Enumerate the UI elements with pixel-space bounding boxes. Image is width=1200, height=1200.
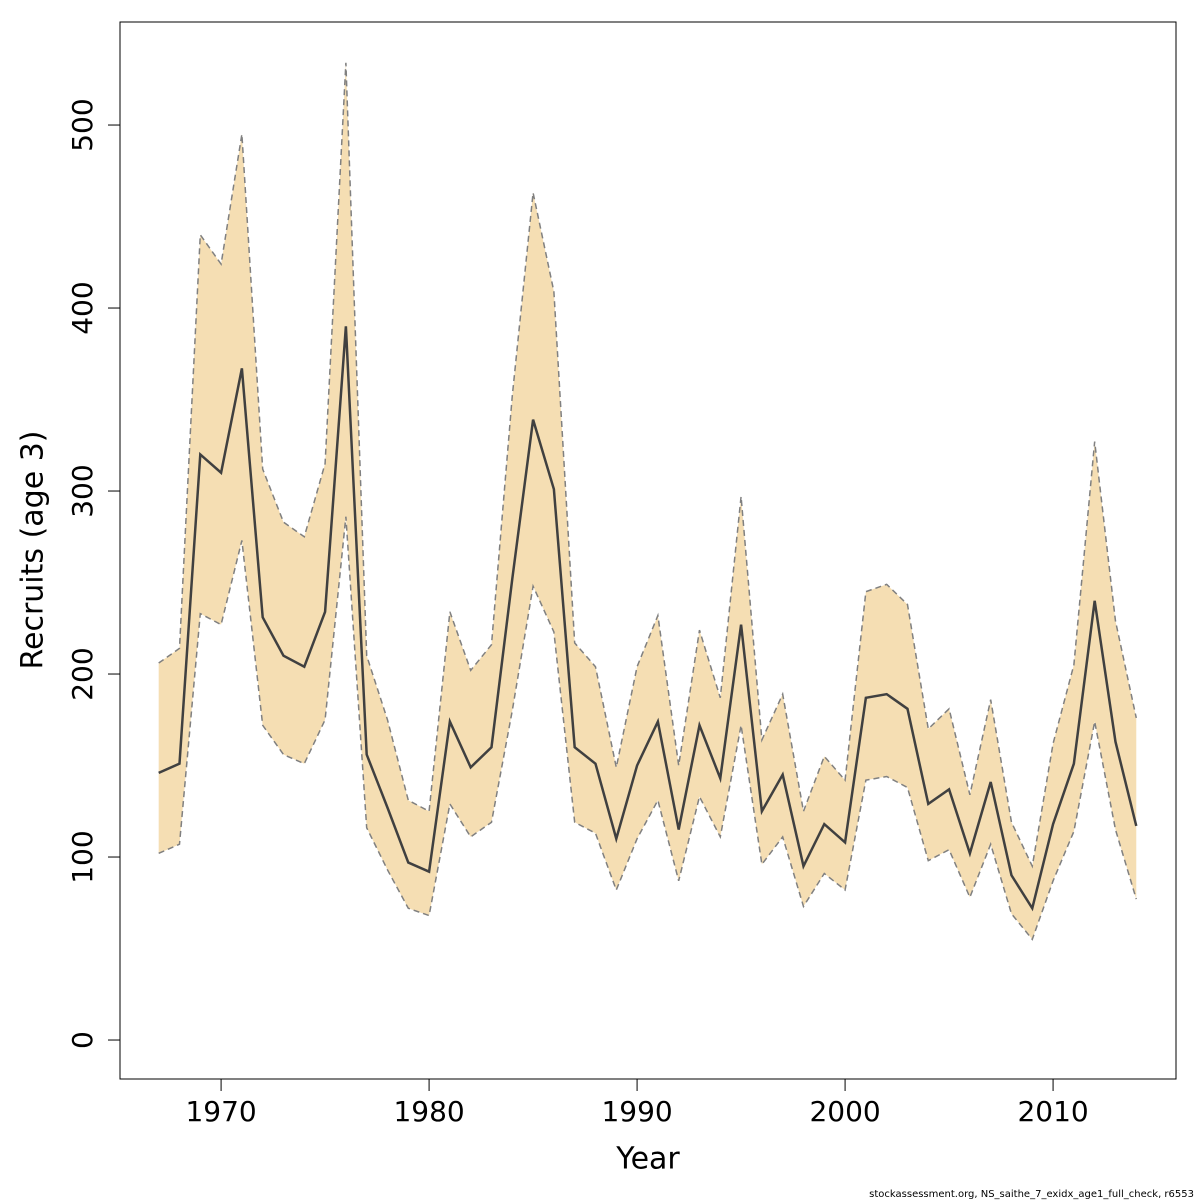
- upper-bound: [158, 62, 1138, 869]
- y-tick-label: 300: [66, 464, 99, 517]
- y-tick-label: 500: [66, 98, 99, 151]
- x-tick-label: 1980: [393, 1095, 464, 1128]
- y-tick-label: 100: [66, 830, 99, 883]
- footnote: stockassessment.org, NS_saithe_7_exidx_a…: [869, 1189, 1194, 1200]
- estimate-line: [158, 326, 1138, 912]
- x-tick-label: 2010: [1017, 1095, 1088, 1128]
- y-tick-label: 0: [66, 1031, 99, 1049]
- y-tick-label: 200: [66, 647, 99, 700]
- x-axis-label: Year: [615, 1142, 680, 1177]
- x-tick-label: 1990: [601, 1095, 672, 1128]
- confidence-band: [158, 62, 1137, 940]
- y-tick-label: 400: [66, 281, 99, 334]
- x-tick-label: 1970: [185, 1095, 256, 1128]
- x-tick-label: 2000: [809, 1095, 880, 1128]
- y-axis-label: Recruits (age 3): [16, 431, 51, 670]
